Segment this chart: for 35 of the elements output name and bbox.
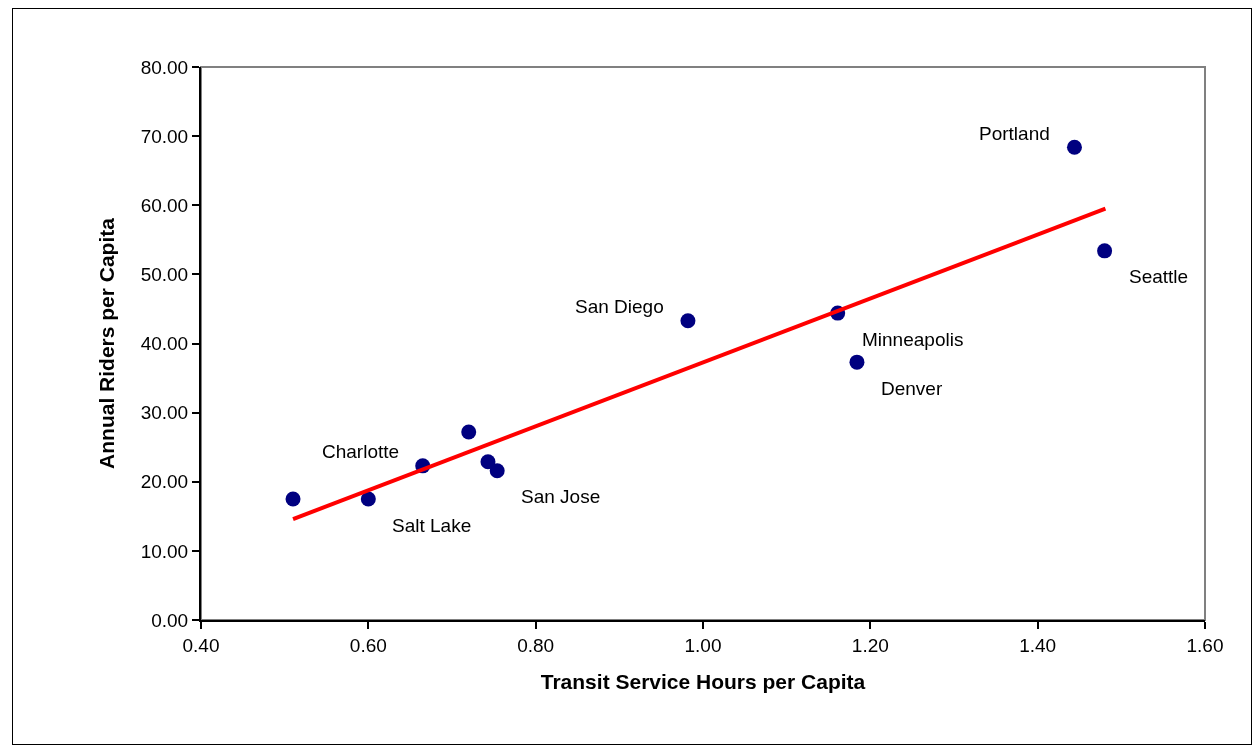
annotation: Denver <box>881 378 943 399</box>
annotation: San Jose <box>521 486 601 507</box>
y-tick-label: 30.00 <box>140 402 189 424</box>
annotation: Seattle <box>1129 266 1189 287</box>
x-tick-label: 0.80 <box>517 634 555 656</box>
annotation: Salt Lake <box>392 515 472 536</box>
x-tick-label: 1.00 <box>684 634 722 656</box>
y-tick-label: 70.00 <box>140 125 189 147</box>
point <box>849 354 865 370</box>
point <box>285 491 301 507</box>
y-tick-label: 0.00 <box>151 609 189 631</box>
annotation: San Diego <box>575 296 664 317</box>
annotation: Charlotte <box>322 441 400 462</box>
x-tick-label: 0.40 <box>182 634 220 656</box>
point <box>1097 243 1113 259</box>
x-tick-label: 1.40 <box>1019 634 1057 656</box>
point <box>360 491 376 507</box>
x-tick-label: 1.60 <box>1186 634 1224 656</box>
x-tick-label: 0.60 <box>349 634 387 656</box>
point <box>489 463 505 479</box>
point <box>1066 139 1082 155</box>
y-axis-title: Annual Riders per Capita <box>95 217 119 469</box>
point <box>461 424 477 440</box>
y-tick-label: 50.00 <box>140 264 189 286</box>
y-tick-label: 60.00 <box>140 194 189 216</box>
point <box>680 313 696 329</box>
x-tick-label: 1.20 <box>851 634 889 656</box>
y-tick-label: 10.00 <box>140 540 189 562</box>
annotation: Minneapolis <box>862 329 964 350</box>
annotation: Portland <box>979 123 1050 144</box>
x-axis-title: Transit Service Hours per Capita <box>540 670 866 694</box>
y-tick-label: 80.00 <box>140 56 189 78</box>
point <box>480 454 496 470</box>
y-tick-label: 40.00 <box>140 333 189 355</box>
y-tick-label: 20.00 <box>140 471 189 493</box>
